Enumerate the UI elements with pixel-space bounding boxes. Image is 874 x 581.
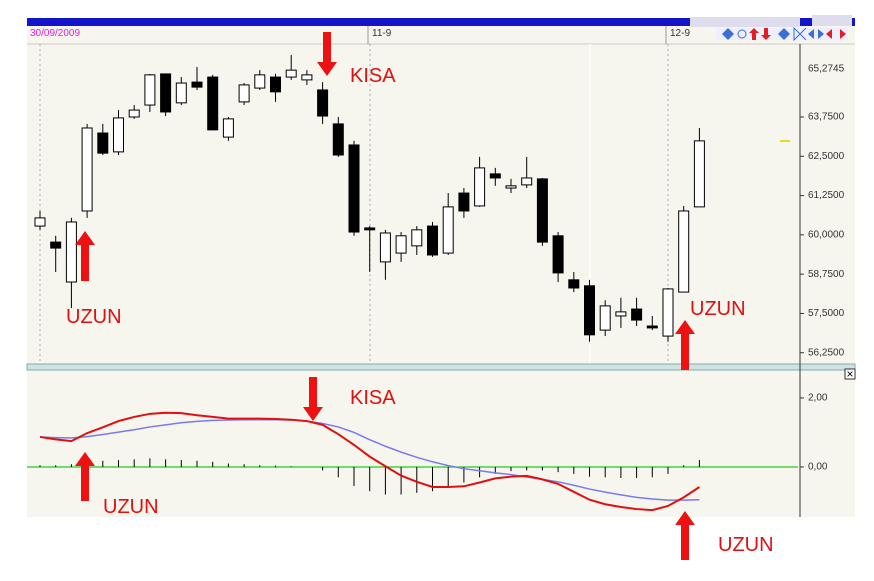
- candle-body: [175, 82, 187, 104]
- candle-body: [395, 235, 407, 254]
- date-label: 12-9: [670, 28, 690, 39]
- candle-body: [631, 308, 643, 321]
- arrow: [75, 452, 95, 501]
- toolbar[interactable]: [690, 15, 852, 42]
- candle-body: [65, 221, 77, 283]
- candle-body: [411, 229, 423, 247]
- arrow: [75, 231, 95, 281]
- candle-body: [50, 241, 62, 249]
- candle-body: [222, 118, 234, 138]
- tool-icon[interactable]: [840, 29, 846, 39]
- candle-body: [646, 325, 658, 329]
- candle-body: [144, 74, 156, 106]
- toolbar-top[interactable]: [690, 17, 800, 27]
- candle-body: [364, 227, 376, 231]
- candle-body: [254, 74, 266, 89]
- candle-body: [238, 84, 250, 103]
- y-tick-label: 58,7500: [808, 269, 845, 280]
- indicator-line: [39, 418, 700, 501]
- annotation: KISA: [350, 387, 396, 409]
- close-pane-button[interactable]: [844, 368, 856, 380]
- annotation: UZUN: [690, 298, 746, 320]
- candle-body: [584, 285, 595, 336]
- date-label: 11-9: [372, 28, 392, 39]
- candle-body: [474, 167, 486, 207]
- candle-body: [285, 69, 297, 78]
- candle-body: [678, 210, 690, 293]
- pane-separator: [26, 363, 856, 371]
- candle-body: [505, 185, 517, 189]
- date-bar: [27, 26, 855, 44]
- candle-body: [552, 235, 564, 274]
- candle-body: [568, 279, 580, 289]
- candle-body: [615, 311, 627, 317]
- candle-body: [427, 225, 438, 256]
- candle-body: [348, 144, 360, 233]
- arrow: [675, 511, 695, 560]
- tool-icon[interactable]: [818, 29, 824, 39]
- tool-icon[interactable]: [778, 28, 790, 40]
- arrow: [317, 32, 337, 76]
- annotation: UZUN: [718, 534, 774, 556]
- candle-body: [536, 178, 548, 243]
- y-tick-label: 62,5000: [808, 151, 845, 162]
- annotation: UZUN: [103, 496, 159, 518]
- candle-body: [301, 74, 313, 81]
- candle-body: [489, 173, 501, 179]
- close-icon[interactable]: ×: [846, 367, 853, 381]
- y-tick-label: 2,00: [808, 393, 828, 404]
- tool-icon[interactable]: [826, 29, 832, 39]
- y-tick-label: 56,2500: [808, 347, 845, 358]
- candle-body: [442, 206, 454, 254]
- candle-body: [160, 73, 172, 113]
- tool-icon[interactable]: [761, 28, 771, 40]
- tool-icon[interactable]: [793, 26, 807, 42]
- candle-body: [458, 192, 470, 212]
- y-tick-label: 63,7500: [808, 112, 845, 123]
- candle-body: [599, 305, 611, 331]
- y-tick-label: 0,00: [808, 462, 828, 473]
- candle-body: [693, 140, 705, 208]
- y-tick-label: 61,2500: [808, 190, 845, 201]
- candle-body: [207, 76, 219, 131]
- y-tick-label: 57,5000: [808, 308, 845, 319]
- tool-icon[interactable]: [808, 29, 814, 39]
- candle-body: [332, 123, 344, 156]
- candle-body: [270, 76, 281, 93]
- tool-icon[interactable]: [722, 28, 734, 40]
- last-price-label: 65,2745: [808, 64, 845, 75]
- candle-body: [34, 217, 46, 227]
- date-label: 30/09/2009: [30, 28, 80, 39]
- annotation: KISA: [350, 65, 396, 87]
- candle-body: [191, 81, 203, 88]
- annotation: UZUN: [66, 306, 122, 328]
- title-bar: [27, 18, 855, 26]
- arrow: [303, 377, 323, 421]
- tool-icon[interactable]: [749, 28, 759, 40]
- tool-icon[interactable]: [737, 29, 747, 39]
- candle-body: [128, 109, 140, 118]
- candle-body: [97, 132, 109, 154]
- candle-body: [317, 89, 329, 117]
- candle-body: [81, 127, 93, 212]
- candle-body: [521, 177, 533, 186]
- candle-body: [662, 288, 674, 337]
- arrow: [675, 320, 695, 370]
- price-cursor: [780, 140, 790, 142]
- window-buttons[interactable]: [812, 15, 852, 26]
- candle-body: [379, 232, 391, 263]
- indicator-line: [39, 411, 700, 512]
- y-tick-label: 60,0000: [808, 230, 845, 241]
- candle-body: [113, 117, 124, 153]
